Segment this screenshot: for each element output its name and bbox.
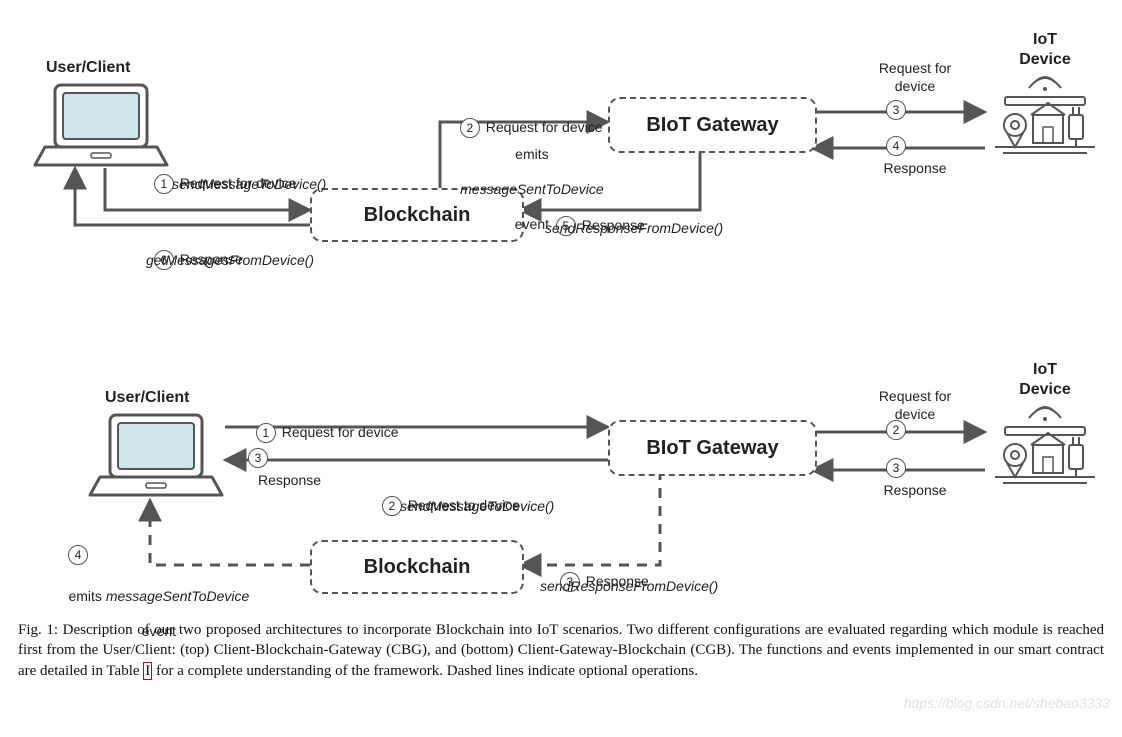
edge-b3-num: 3 [248, 448, 274, 468]
edge-b3r-num: 3 [886, 458, 912, 478]
edge-b3d-func: sendResponseFromDevice() [540, 578, 718, 596]
edge3-num: 3 [886, 100, 912, 120]
edge-b2r-num: 2 [886, 420, 912, 440]
iot-device-icon [995, 407, 1095, 483]
step-b3-icon: 3 [248, 448, 268, 468]
edge4-num: 4 [886, 136, 912, 156]
gateway-node-b: BIoT Gateway [608, 420, 817, 476]
user-client-header: User/Client [46, 58, 130, 78]
edge6-func: getMessagesFromDevice() [146, 252, 314, 270]
edge-b2d-func: sendMessageToDevice() [400, 498, 554, 516]
table-ref-link[interactable]: I [143, 662, 152, 680]
diagram-stage: User/Client IoT Device Blockchain BIoT G… [0, 0, 1122, 737]
edge-b4 [150, 500, 310, 565]
gateway-node: BIoT Gateway [608, 97, 817, 153]
iot-device-icon [995, 77, 1095, 153]
step-4-icon: 4 [886, 136, 906, 156]
edge2-sub2: messageSentToDevice [460, 181, 603, 197]
gateway-label: BIoT Gateway [646, 114, 778, 137]
edge-b3-label: Response [258, 472, 321, 490]
edge-b1-text: Request for device [282, 424, 399, 440]
gateway-label-b: BIoT Gateway [646, 437, 778, 460]
blockchain-label-b: Blockchain [364, 556, 471, 579]
step-b4-icon: 4 [68, 545, 88, 565]
step-b3r-icon: 3 [886, 458, 906, 478]
iot-device-header-b: IoT Device [1000, 360, 1090, 400]
step-b2d-icon: 2 [382, 496, 402, 516]
laptop-icon [90, 415, 222, 495]
edge-br-top-label: Request for device [860, 388, 970, 423]
user-client-header-b: User/Client [105, 388, 189, 408]
edge-b2d [520, 470, 660, 565]
iot-device-header: IoT Device [1000, 30, 1090, 70]
edge-b4-l1a: emits [68, 588, 105, 604]
edge4-label: Response [860, 160, 970, 178]
blockchain-node-b: Blockchain [310, 540, 524, 594]
step-b2r-icon: 2 [886, 420, 906, 440]
edge-b1-label: 1 Request for device [248, 405, 399, 443]
step-3-icon: 3 [886, 100, 906, 120]
edge1-func: sendMessageToDevice() [172, 176, 326, 194]
edge2-sub3: event [515, 216, 549, 232]
figure-caption: Fig. 1: Description of our two proposed … [18, 620, 1104, 681]
step-b1-icon: 1 [256, 423, 276, 443]
caption-prefix: Fig. 1: [18, 622, 63, 638]
step-1-icon: 1 [154, 174, 174, 194]
watermark-text: https://blog.csdn.net/shebao3333 [904, 695, 1110, 711]
caption-body2: for a complete understanding of the fram… [152, 663, 698, 679]
edge3-top-label: Request for device [860, 60, 970, 95]
edge-br-bot-label: Response [860, 482, 970, 500]
edge-b4-l1b: messageSentToDevice [106, 588, 249, 604]
laptop-icon [35, 85, 167, 165]
edge2-sub1: emits [515, 146, 548, 162]
edge5-func: sendResponseFromDevice() [545, 220, 723, 238]
edge-b4-num: 4 [68, 545, 94, 565]
